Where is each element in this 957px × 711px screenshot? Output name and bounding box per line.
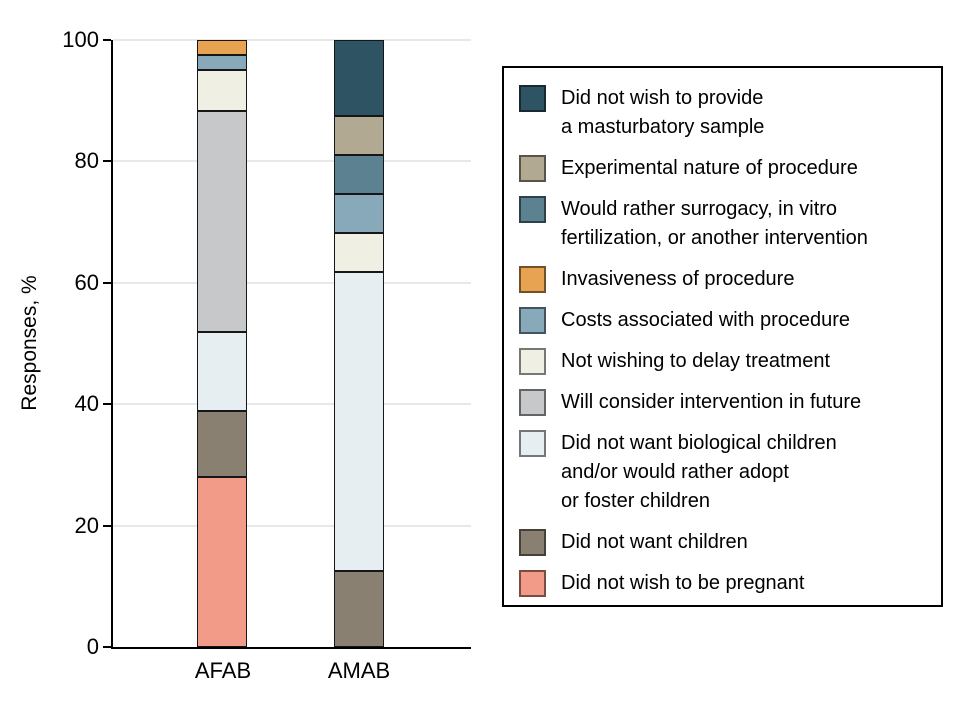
segment-amab-masturbatory-sample	[334, 40, 384, 117]
y-tick-label-20: 20	[74, 512, 99, 538]
legend-item-invasiveness: Invasiveness of procedure	[519, 265, 933, 294]
gridline-20	[113, 524, 471, 527]
y-tick-40	[103, 403, 111, 406]
segment-afab-consider-future	[197, 110, 247, 332]
legend-swatch-masturbatory-sample	[519, 85, 546, 112]
segment-afab-invasiveness	[197, 40, 247, 56]
legend-swatch-no-biological-children	[519, 430, 546, 457]
bar-amab	[334, 40, 384, 647]
y-axis-title: Responses, %	[18, 275, 41, 411]
y-tick-label-80: 80	[74, 148, 99, 174]
segment-afab-did-not-wish-pregnant	[197, 477, 247, 647]
gridline-100	[113, 39, 471, 41]
plot-area: 0 20 40 60 80 100	[62, 28, 471, 659]
segment-amab-costs	[334, 194, 384, 234]
segment-amab-not-delay-treatment	[334, 233, 384, 273]
legend-item-consider-future: Will consider intervention in future	[519, 388, 933, 417]
legend-item-label: Did not want children	[561, 531, 748, 553]
y-tick-80	[103, 160, 111, 163]
legend-item-label: Experimental nature of procedure	[561, 157, 858, 179]
y-tick-label-60: 60	[74, 269, 99, 295]
legend-swatch-invasiveness	[519, 266, 546, 293]
legend-swatch-costs	[519, 307, 546, 334]
segment-amab-experimental	[334, 116, 384, 156]
gridline-40	[113, 403, 471, 406]
legend-item-label: Invasiveness of procedure	[561, 268, 795, 290]
legend-swatch-experimental	[519, 155, 546, 182]
y-tick-60	[103, 281, 111, 284]
legend: Did not wish to provide a masturbatory s…	[502, 66, 943, 607]
x-label-afab: AFAB	[194, 658, 252, 683]
y-tick-100	[103, 39, 111, 41]
legend-item-masturbatory-sample: Did not wish to provide a masturbatory s…	[519, 84, 933, 142]
legend-swatch-did-not-wish-pregnant	[519, 570, 546, 597]
legend-item-label: Would rather surrogacy, in vitro fertili…	[561, 198, 868, 249]
gridline-80	[113, 160, 471, 163]
segment-amab-no-biological-children	[334, 272, 384, 571]
legend-item-surrogacy-ivf: Would rather surrogacy, in vitro fertili…	[519, 195, 933, 253]
legend-item-did-not-wish-pregnant: Did not wish to be pregnant	[519, 569, 933, 598]
x-label-amab: AMAB	[327, 658, 391, 683]
legend-swatch-not-delay-treatment	[519, 348, 546, 375]
legend-item-costs: Costs associated with procedure	[519, 306, 933, 335]
gridline-60	[113, 281, 471, 284]
legend-item-label: Did not wish to be pregnant	[561, 572, 805, 594]
legend-item-no-biological-children: Did not want biological children and/or …	[519, 429, 933, 516]
legend-item-label: Did not want biological children and/or …	[561, 432, 837, 512]
y-tick-0	[103, 646, 111, 648]
segment-afab-costs	[197, 55, 247, 71]
y-tick-label-100: 100	[62, 27, 99, 52]
legend-swatch-surrogacy-ivf	[519, 196, 546, 223]
legend-swatch-did-not-want-children	[519, 529, 546, 556]
legend-swatch-consider-future	[519, 389, 546, 416]
legend-item-label: Did not wish to provide a masturbatory s…	[561, 87, 765, 138]
legend-item-label: Will consider intervention in future	[561, 391, 862, 413]
segment-afab-did-not-want-children	[197, 410, 247, 478]
segment-amab-did-not-want-children	[334, 570, 384, 647]
y-tick-label-0: 0	[86, 634, 99, 659]
segment-afab-not-delay-treatment	[197, 70, 247, 111]
bar-afab	[197, 40, 247, 647]
legend-item-not-delay-treatment: Not wishing to delay treatment	[519, 347, 933, 376]
segment-afab-no-biological-children	[197, 331, 247, 411]
segment-amab-surrogacy-ivf	[334, 155, 384, 195]
legend-item-experimental: Experimental nature of procedure	[519, 154, 933, 183]
legend-item-label: Not wishing to delay treatment	[561, 350, 831, 372]
y-tick-label-40: 40	[74, 391, 99, 417]
legend-item-did-not-want-children: Did not want children	[519, 528, 933, 557]
legend-item-label: Costs associated with procedure	[561, 309, 851, 331]
y-tick-20	[103, 524, 111, 527]
